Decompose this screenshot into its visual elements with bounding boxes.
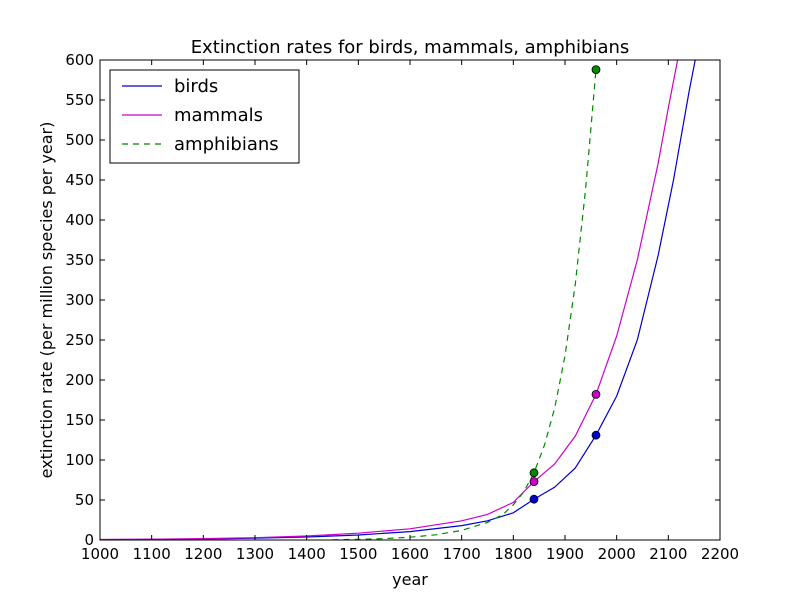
y-tick-label: 100 bbox=[65, 451, 94, 469]
y-tick-label: 400 bbox=[65, 211, 94, 229]
series-line-amphibians bbox=[332, 69, 597, 540]
x-tick-label: 1100 bbox=[133, 545, 171, 563]
marker-birds bbox=[529, 494, 539, 504]
legend: birds mammals amphibians bbox=[109, 69, 300, 164]
y-tick-label: 350 bbox=[65, 251, 94, 269]
x-tick-label: 2100 bbox=[649, 545, 687, 563]
y-tick-label: 250 bbox=[65, 331, 94, 349]
marker-mammals bbox=[529, 477, 539, 487]
x-axis-label: year bbox=[392, 570, 428, 589]
chart-title: Extinction rates for birds, mammals, amp… bbox=[191, 37, 630, 58]
x-tick-label: 1600 bbox=[391, 545, 429, 563]
marker-mammals bbox=[591, 389, 601, 399]
y-tick-label: 300 bbox=[65, 291, 94, 309]
x-tick-label: 1300 bbox=[236, 545, 274, 563]
x-axis-ticks: 1000 1100 1200 1300 1400 1500 1600 1700 1800 1900… bbox=[81, 60, 739, 563]
x-tick-label: 1000 bbox=[81, 545, 119, 563]
x-tick-label: 2000 bbox=[598, 545, 636, 563]
y-tick-label: 550 bbox=[65, 91, 94, 109]
y-axis-ticks: 0 50 100 150 200 250 300 350 400 450 500 550 600 bbox=[65, 51, 720, 549]
x-tick-label: 1400 bbox=[288, 545, 326, 563]
legend-label-amphibians: amphibians bbox=[174, 134, 279, 155]
y-tick-label: 450 bbox=[65, 171, 94, 189]
x-tick-label: 1500 bbox=[339, 545, 377, 563]
x-tick-label: 1700 bbox=[443, 545, 481, 563]
x-tick-label: 1900 bbox=[546, 545, 584, 563]
x-tick-label: 2200 bbox=[701, 545, 739, 563]
legend-label-mammals: mammals bbox=[174, 105, 263, 126]
marker-amphibians bbox=[591, 65, 601, 74]
marker-birds bbox=[591, 430, 601, 440]
x-tick-label: 1800 bbox=[494, 545, 532, 563]
legend-label-birds: birds bbox=[174, 76, 218, 97]
y-tick-label: 500 bbox=[65, 131, 94, 149]
y-axis-label: extinction rate (per million species per… bbox=[37, 122, 56, 479]
x-tick-label: 1200 bbox=[184, 545, 222, 563]
y-tick-label: 200 bbox=[65, 371, 94, 389]
y-tick-label: 0 bbox=[84, 531, 94, 549]
y-tick-label: 600 bbox=[65, 51, 94, 69]
y-tick-label: 50 bbox=[75, 491, 94, 509]
y-tick-label: 150 bbox=[65, 411, 94, 429]
marker-amphibians bbox=[529, 468, 539, 478]
data-markers bbox=[529, 65, 601, 504]
